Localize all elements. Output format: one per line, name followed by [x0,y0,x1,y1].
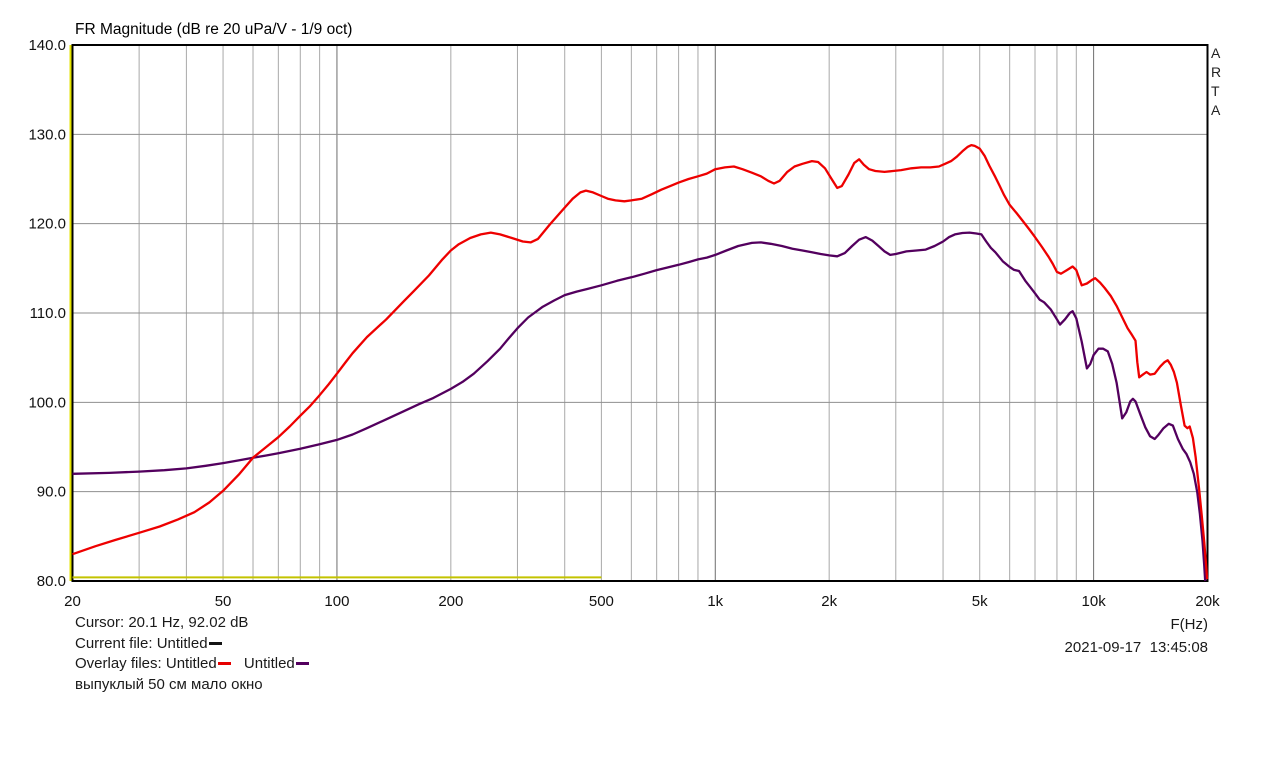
x-tick-label: 2k [821,593,837,610]
y-tick-label: 140.0 [28,37,66,54]
overlay-file-color-swatch [295,662,309,665]
overlay-file-color-swatch [217,662,231,665]
x-tick-label: 20k [1195,593,1220,610]
arta-letter: R [1211,64,1222,80]
y-tick-label: 90.0 [37,484,66,501]
x-tick-label: 50 [215,593,232,610]
overlay-file-name: Untitled [161,655,217,672]
series-curve-1 [72,143,1209,580]
arta-letter: A [1211,45,1221,61]
y-tick-label: 100.0 [28,394,66,411]
overlay-files-label: Overlay files: [75,655,162,672]
y-tick-label: 130.0 [28,126,66,143]
arta-letter: A [1211,102,1221,118]
datetime-stamp: 2021-09-17 13:45:08 [1064,639,1208,656]
current-file-color-swatch [208,641,222,645]
x-tick-label: 100 [324,593,349,610]
overlay-files-line: Overlay files: Untitled Untitled [75,655,309,676]
plot-frame [71,44,1209,582]
current-file-line: Current file: Untitled [75,635,309,656]
note-text: выпуклый 50 см мало окно [75,675,263,693]
series-curve-0 [72,231,1207,582]
y-tick-label: 110.0 [30,305,66,322]
y-tick-label: 120.0 [28,216,66,233]
cursor-readout: Cursor: 20.1 Hz, 92.02 dB [75,614,249,631]
x-tick-label: 200 [438,593,463,610]
arta-letter: T [1211,83,1220,99]
y-tick-label: 80.0 [37,573,66,590]
footer-status-block: Cursor: 20.1 Hz, 92.02 dB Current file: … [75,614,309,696]
current-file-text: Current file: Untitled [75,634,208,652]
x-axis-unit-label: F(Hz) [1170,616,1209,633]
x-tick-label: 500 [589,593,614,610]
x-tick-label: 5k [972,593,988,610]
x-tick-label: 20 [64,593,81,610]
chart-title: FR Magnitude (dB re 20 uPa/V - 1/9 oct) [75,21,353,38]
x-tick-label: 1k [707,593,723,610]
x-tick-label: 10k [1082,593,1107,610]
overlay-file-name: Untitled [239,655,295,672]
